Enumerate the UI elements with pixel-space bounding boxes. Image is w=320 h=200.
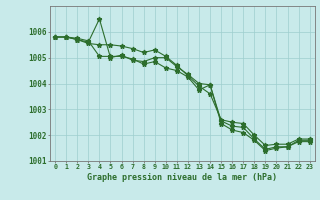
X-axis label: Graphe pression niveau de la mer (hPa): Graphe pression niveau de la mer (hPa) bbox=[87, 173, 277, 182]
